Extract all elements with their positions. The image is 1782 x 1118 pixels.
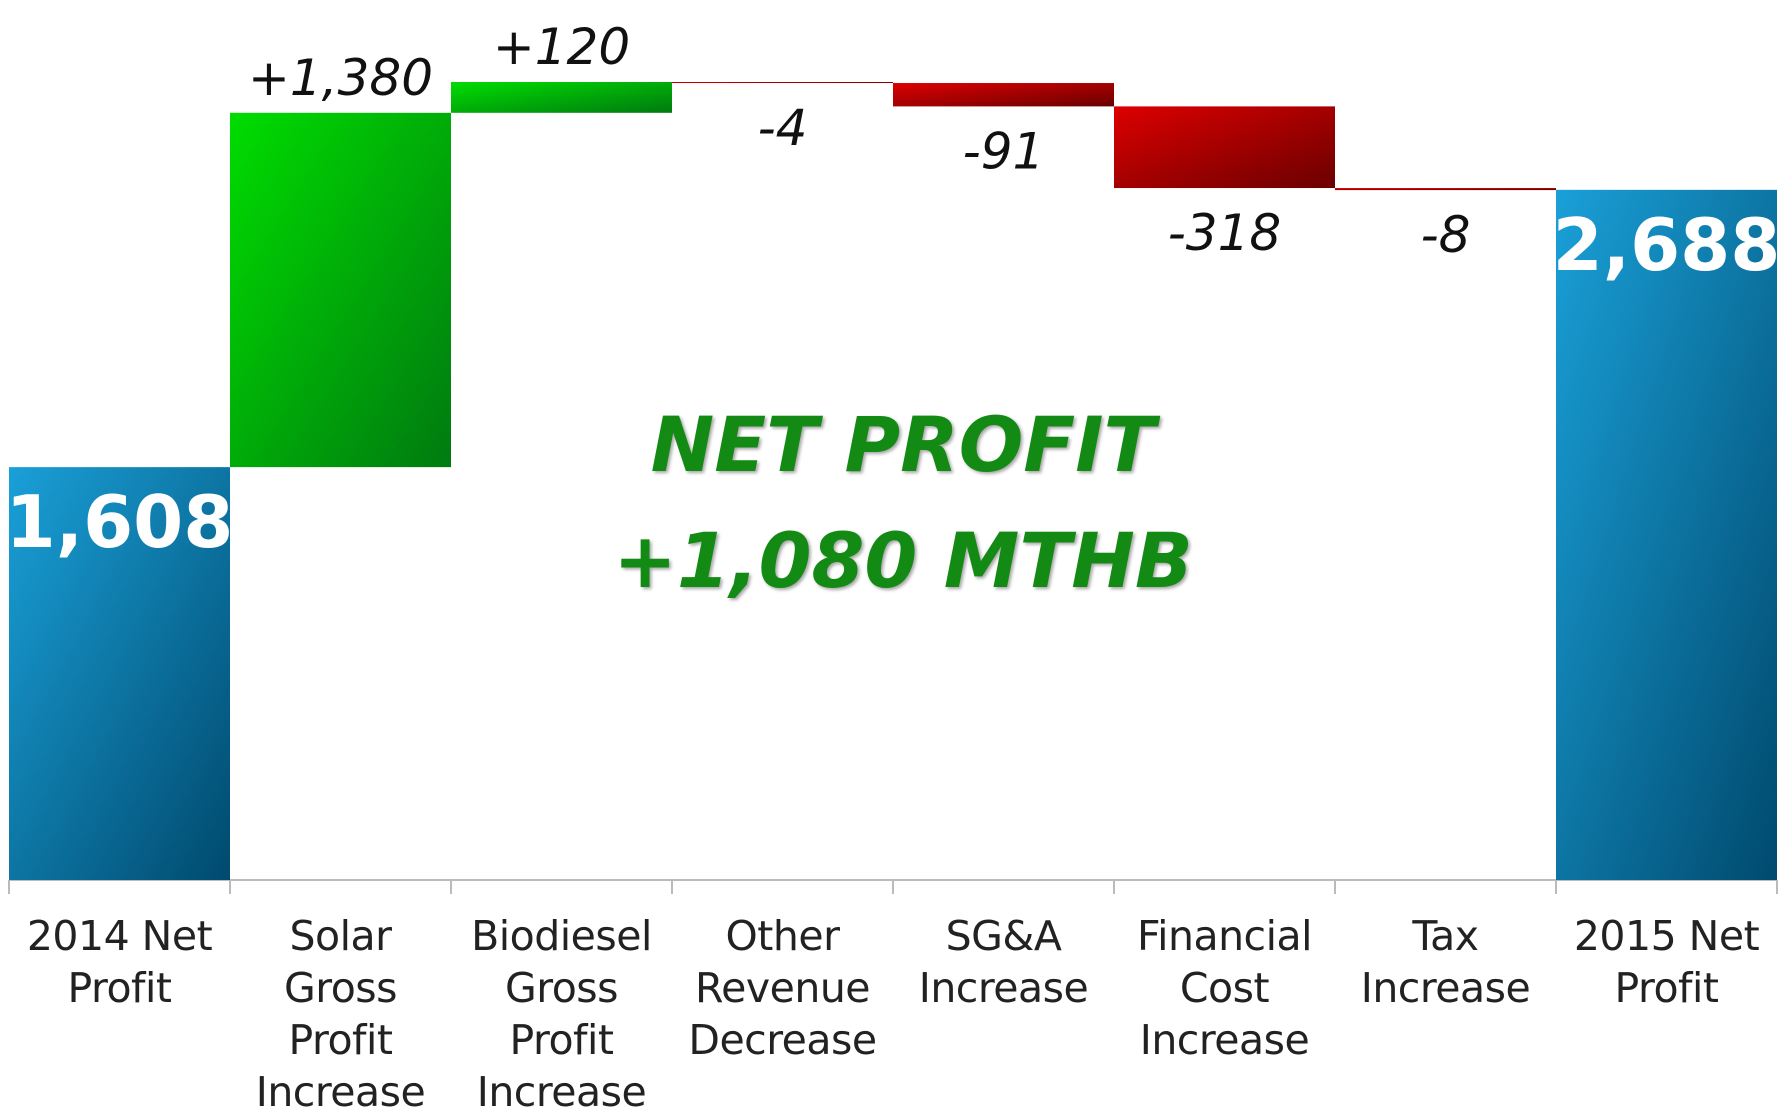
value-label: +120 xyxy=(493,18,630,76)
category-label: Solar Gross Profit Increase xyxy=(255,912,426,1116)
bar xyxy=(230,112,451,468)
bar xyxy=(893,83,1114,107)
value-label: -4 xyxy=(758,99,808,157)
value-label: -91 xyxy=(963,122,1045,180)
value-label: +1,380 xyxy=(248,49,433,107)
category-label: Financial Cost Increase xyxy=(1136,912,1313,1064)
bar xyxy=(451,82,672,113)
bar xyxy=(1114,106,1335,189)
category-label: Other Revenue Decrease xyxy=(688,912,877,1064)
bar xyxy=(1335,188,1556,191)
category-label: Tax Increase xyxy=(1360,912,1531,1012)
annotation: NET PROFIT xyxy=(650,400,1156,489)
value-label: 1,608 xyxy=(6,480,234,564)
category-label: 2015 Net Profit xyxy=(1573,912,1760,1012)
category-label: Biodiesel Gross Profit Increase xyxy=(471,912,652,1116)
bar xyxy=(672,82,893,84)
value-label: 2,688 xyxy=(1553,203,1781,287)
value-label: -8 xyxy=(1421,206,1471,264)
bar xyxy=(1556,189,1777,881)
category-label: SG&A Increase xyxy=(918,912,1089,1012)
bar xyxy=(9,467,230,880)
category-label: 2014 Net Profit xyxy=(26,912,213,1012)
annotation: +1,080 MTHB xyxy=(613,516,1193,605)
value-label: -318 xyxy=(1168,204,1281,262)
